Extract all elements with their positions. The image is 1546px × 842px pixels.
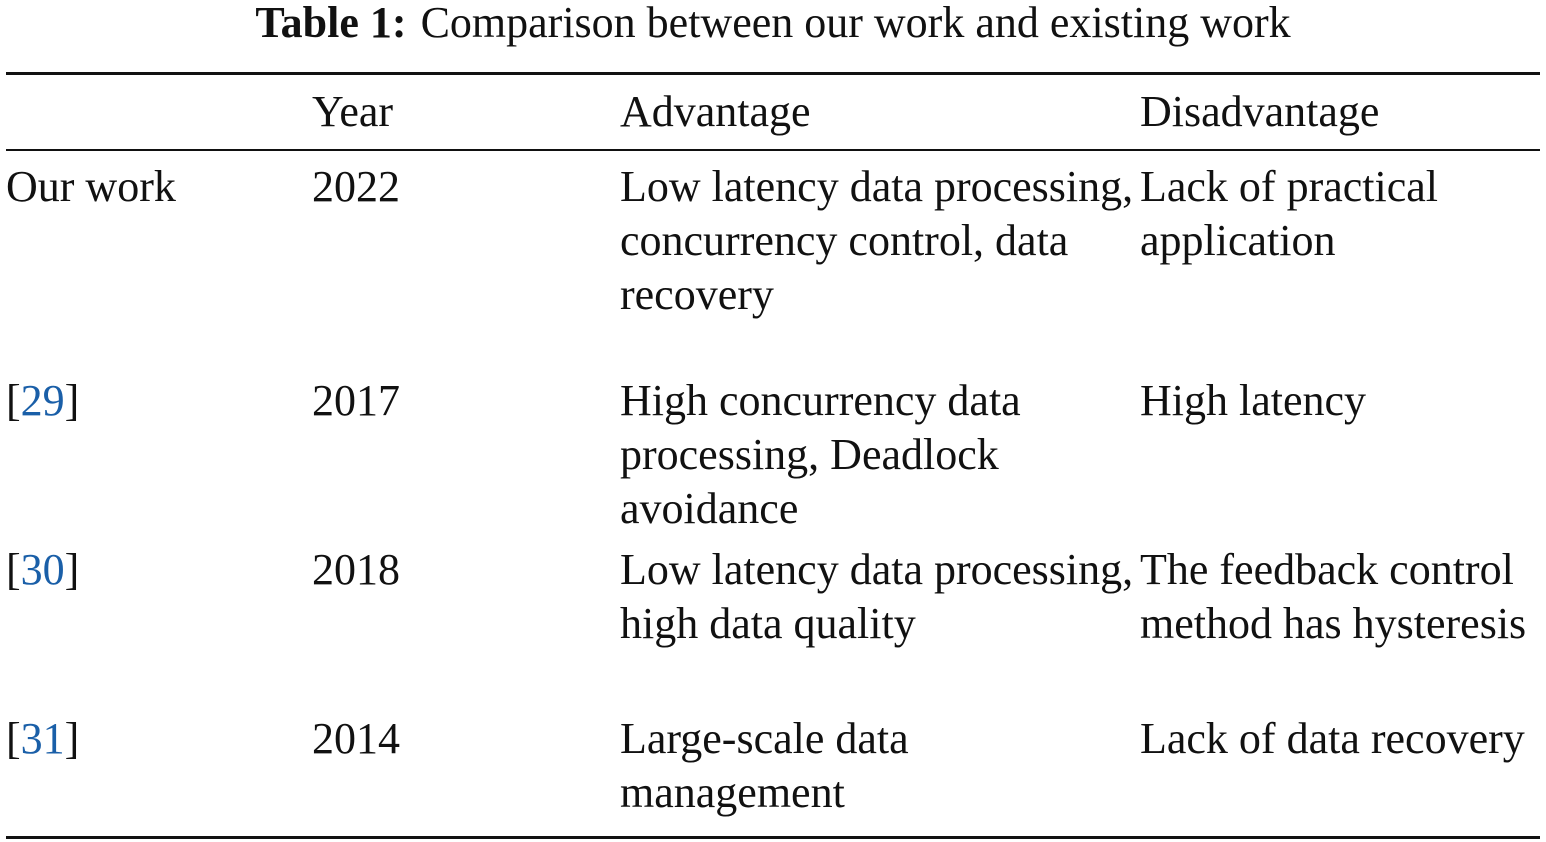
cell-disadvantage: High latency <box>1140 376 1367 425</box>
cell-advantage: Low latency data processing, concurrency… <box>620 162 1134 319</box>
table-row: [31] 2014 Large-scale data management La… <box>6 712 1540 836</box>
header-year: Year <box>312 87 394 136</box>
table-bottom-rule <box>6 836 1540 839</box>
cell-work: [31] <box>6 714 80 763</box>
cell-work: [30] <box>6 545 80 594</box>
table-caption: Table 1: Comparison between our work and … <box>0 0 1546 46</box>
header-advantage: Advantage <box>620 87 811 136</box>
cell-disadvantage: Lack of practical application <box>1140 162 1439 265</box>
table-caption-label: Table 1: <box>255 0 407 47</box>
cell-advantage: Low latency data processing, high data q… <box>620 545 1134 648</box>
cell-year: 2017 <box>312 376 400 425</box>
cell-year: 2022 <box>312 162 400 211</box>
cell-year: 2014 <box>312 714 400 763</box>
comparison-table: Year Advantage Disadvantage Our work 202… <box>6 75 1540 836</box>
table-row: [29] 2017 High concurrency data processi… <box>6 374 1540 543</box>
table-caption-text: Comparison between our work and existing… <box>420 0 1291 47</box>
cell-disadvantage: Lack of data recovery <box>1140 714 1525 763</box>
reference-link[interactable]: 29 <box>20 376 65 425</box>
table-row: Our work 2022 Low latency data processin… <box>6 150 1540 374</box>
reference-link[interactable]: 30 <box>20 545 65 594</box>
table-row: [30] 2018 Low latency data processing, h… <box>6 543 1540 712</box>
cell-disadvantage: The feedback control method has hysteres… <box>1140 545 1527 648</box>
table-header-row: Year Advantage Disadvantage <box>6 75 1540 150</box>
cell-year: 2018 <box>312 545 400 594</box>
table-top-rule <box>6 72 1540 75</box>
header-work <box>6 75 312 150</box>
table-header-rule <box>6 149 1540 151</box>
cell-work: [29] <box>6 376 80 425</box>
cell-advantage: High concurrency data processing, Deadlo… <box>620 376 1021 533</box>
reference-link[interactable]: 31 <box>20 714 65 763</box>
cell-advantage: Large-scale data management <box>620 714 909 817</box>
header-disadvantage: Disadvantage <box>1140 87 1380 136</box>
cell-work: Our work <box>6 162 176 211</box>
